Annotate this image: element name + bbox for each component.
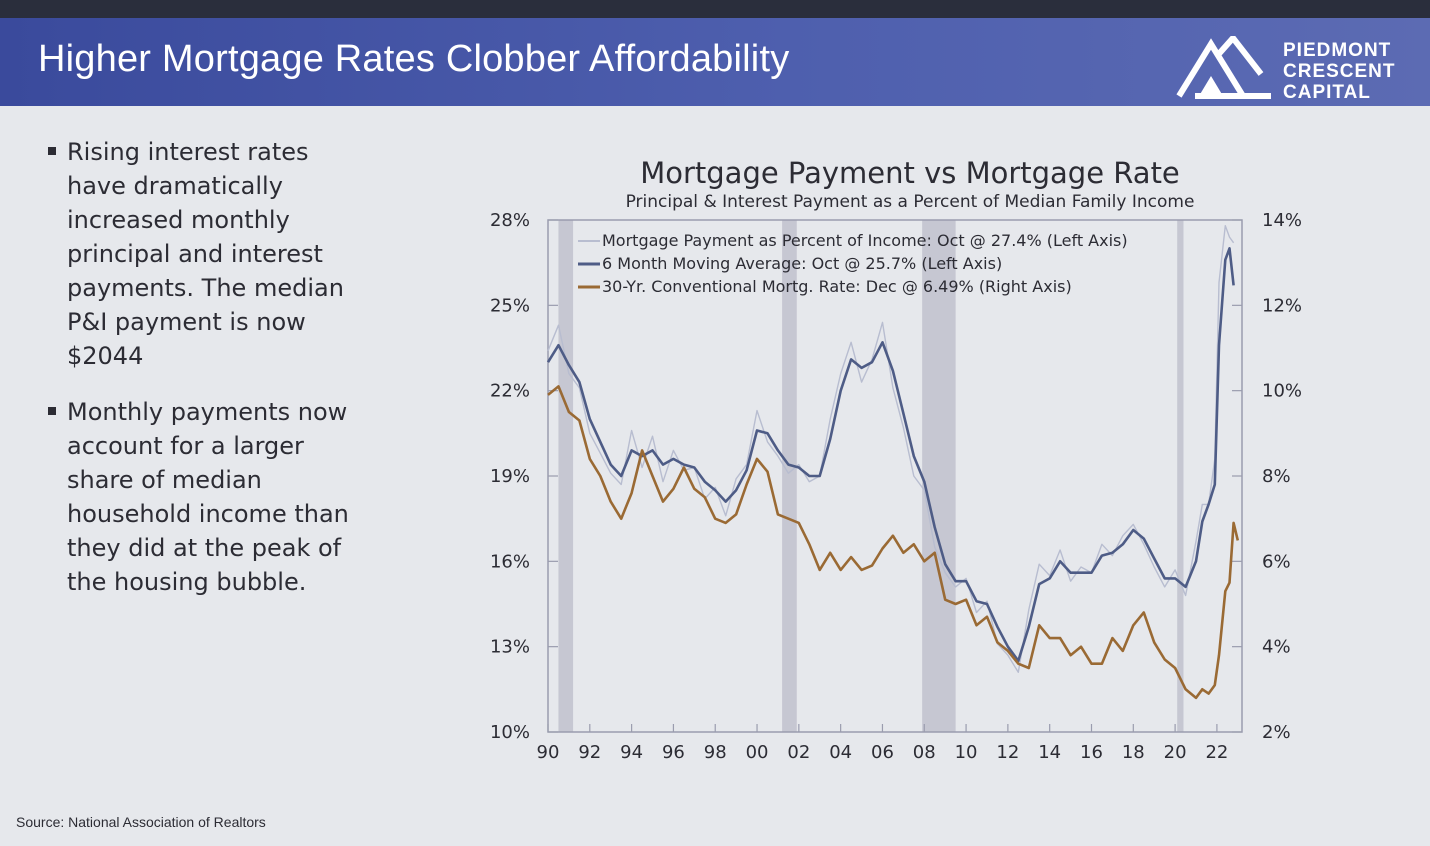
x-tick-label: 16 <box>1080 742 1103 763</box>
bullet-item-1: Rising interest rates have dramatically … <box>45 135 375 373</box>
x-tick-label: 06 <box>871 742 894 763</box>
bullet-item-2: Monthly payments now account for a large… <box>45 395 375 599</box>
right-tick-label: 6% <box>1262 551 1291 572</box>
right-tick-label: 12% <box>1262 295 1302 316</box>
left-tick-label: 28% <box>490 210 530 231</box>
x-tick-label: 92 <box>578 742 601 763</box>
mortgage-rate-line <box>547 385 1240 700</box>
right-tick-label: 14% <box>1262 210 1302 231</box>
top-strip <box>0 0 1430 18</box>
x-tick-label: 90 <box>537 742 560 763</box>
x-tick-label: 98 <box>704 742 727 763</box>
bullet-list: Rising interest rates have dramatically … <box>45 135 375 621</box>
recession-band-3 <box>922 220 956 732</box>
x-tick-label: 96 <box>662 742 685 763</box>
right-tick-label: 4% <box>1262 637 1291 658</box>
left-tick-label: 22% <box>490 381 530 402</box>
x-tick-label: 00 <box>746 742 769 763</box>
logo-line-1: PIEDMONT <box>1283 40 1392 61</box>
legend-label-2: 6 Month Moving Average: Oct @ 25.7% (Lef… <box>602 254 1002 273</box>
x-tick-label: 14 <box>1038 742 1061 763</box>
slide-title: Higher Mortgage Rates Clobber Affordabil… <box>38 38 790 80</box>
moving-average-line <box>546 247 1235 663</box>
left-tick-label: 13% <box>490 637 530 658</box>
right-tick-label: 8% <box>1262 466 1291 487</box>
x-tick-label: 08 <box>913 742 936 763</box>
x-tick-label: 10 <box>955 742 978 763</box>
legend-label-1: Mortgage Payment as Percent of Income: O… <box>602 231 1128 250</box>
x-tick-label: 04 <box>829 742 852 763</box>
left-tick-label: 25% <box>490 295 530 316</box>
left-tick-label: 19% <box>490 466 530 487</box>
recession-band-4 <box>1177 220 1184 732</box>
x-tick-label: 20 <box>1164 742 1187 763</box>
left-tick-label: 16% <box>490 551 530 572</box>
source-note: Source: National Association of Realtors <box>16 814 266 830</box>
legend-label-3: 30-Yr. Conventional Mortg. Rate: Dec @ 6… <box>602 277 1072 296</box>
x-tick-label: 22 <box>1205 742 1228 763</box>
x-tick-label: 12 <box>996 742 1019 763</box>
logo-line-2: CRESCENT <box>1283 61 1396 82</box>
x-tick-label: 02 <box>787 742 810 763</box>
logo-line-3: CAPITAL <box>1283 82 1371 103</box>
left-tick-label: 10% <box>490 722 530 743</box>
recession-band-2 <box>782 220 797 732</box>
chart-title: Mortgage Payment vs Mortgage Rate <box>640 156 1180 190</box>
slide-header: Higher Mortgage Rates Clobber Affordabil… <box>0 18 1430 106</box>
payment-percent-line <box>547 224 1235 673</box>
x-tick-label: 94 <box>620 742 643 763</box>
logo-text: PIEDMONT CRESCENT CAPITAL <box>1283 40 1396 103</box>
right-tick-label: 2% <box>1262 722 1291 743</box>
chart-container: Mortgage Payment vs Mortgage Rate Princi… <box>470 150 1350 800</box>
chart-svg: 10% 13% 16% 19% 22% 25% 28% 2% 4% 6% 8% 10% 12% 14% 90… <box>490 210 1302 763</box>
recession-band-1 <box>558 220 574 732</box>
chart-subtitle: Principal & Interest Payment as a Percen… <box>625 192 1195 212</box>
mountain-logo-icon <box>1176 36 1271 99</box>
right-tick-label: 10% <box>1262 381 1302 402</box>
x-tick-label: 18 <box>1122 742 1145 763</box>
